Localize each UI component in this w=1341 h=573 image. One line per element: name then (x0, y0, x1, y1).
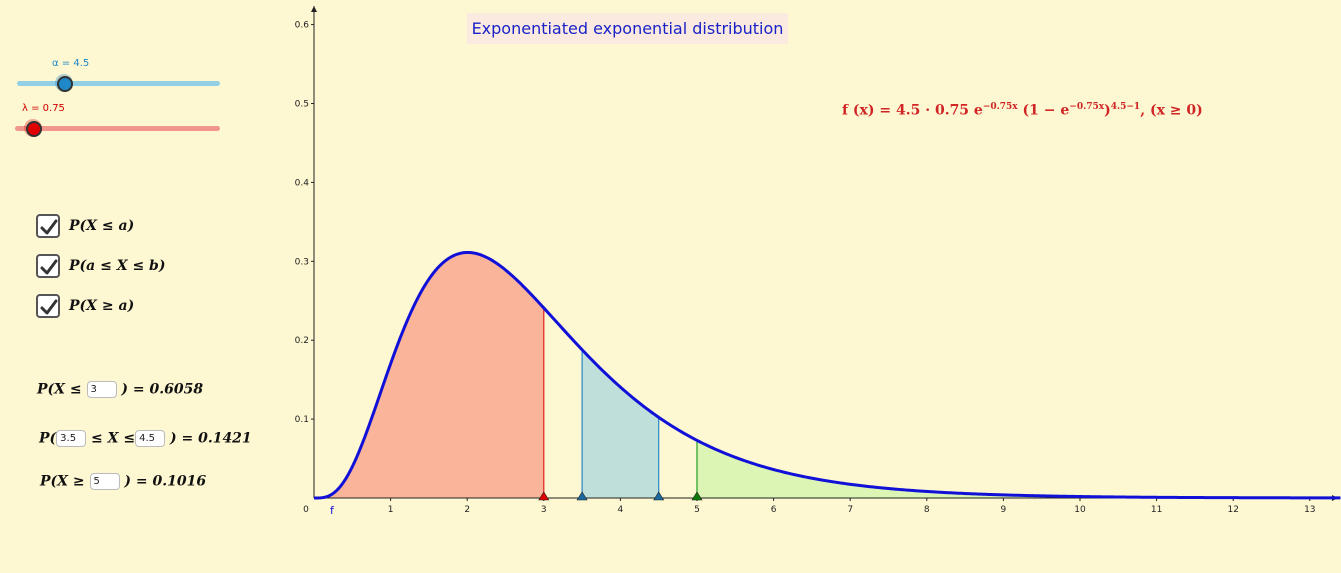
density-formula: f (x) = 4.5 · 0.75 e−0.75x (1 − e−0.75x)… (842, 102, 1203, 119)
formula-exp2: −0.75x (1069, 102, 1105, 112)
checkbox-between-label: P(a ≤ X ≤ b) (69, 258, 166, 274)
lambda-slider-handle[interactable] (26, 121, 42, 137)
x-tick-label: 9 (1001, 505, 1007, 515)
checkbox-right-label: P(X ≥ a) (69, 298, 135, 314)
prob-between-result: ) = 0.1421 (169, 430, 252, 447)
prob-between-input-b[interactable]: 4.5 (135, 430, 166, 447)
prob-right-prefix: P(X ≥ (40, 473, 85, 490)
y-axis-arrow-icon (311, 6, 317, 12)
checkbox-between[interactable] (36, 254, 60, 278)
formula-mid: (1 − e (1017, 102, 1070, 119)
title-box: Exponentiated exponential distribution (467, 13, 788, 44)
checkbox-right-tail[interactable] (36, 294, 60, 318)
x-tick-label: 11 (1151, 505, 1162, 515)
x-tick-label: 10 (1074, 505, 1086, 515)
x-tick-label: 5 (694, 505, 700, 515)
area-left-tail (314, 252, 544, 498)
y-tick-label: 0.6 (295, 21, 310, 31)
prob-right-result: ) = 0.1016 (124, 473, 207, 490)
x-tick-label: 8 (924, 505, 930, 515)
checkmark-icon (40, 259, 58, 275)
prob-right-row: P(X ≥ 5 ) = 0.1016 (40, 473, 206, 490)
formula-exp1: −0.75x (982, 102, 1018, 112)
point-a-between[interactable] (576, 491, 588, 501)
lambda-slider-track[interactable] (15, 126, 220, 131)
y-tick-label: 0.2 (295, 336, 309, 346)
x-tick-label: 4 (618, 505, 624, 515)
y-tick-label: 0.3 (295, 257, 309, 267)
prob-left-input[interactable]: 3 (86, 381, 117, 398)
checkmark-icon (40, 299, 58, 315)
formula-close: ) (1104, 102, 1111, 119)
formula-exp3: 4.5−1 (1110, 102, 1141, 112)
prob-left-result: ) = 0.6058 (121, 381, 204, 398)
prob-between-mid: ≤ X ≤ (91, 430, 136, 447)
x-tick-label: 12 (1227, 505, 1238, 515)
y-tick-label: 0.1 (295, 415, 309, 425)
density-curve[interactable] (313, 250, 1341, 500)
prob-right-input[interactable]: 5 (89, 473, 120, 490)
formula-lhs: f (x) = 4.5 · 0.75 e (842, 102, 983, 119)
point-b-between[interactable] (653, 491, 665, 501)
alpha-slider-label: α = 4.5 (52, 58, 90, 69)
x-tick-label: 2 (464, 505, 470, 515)
checkbox-left-label: P(X ≤ a) (69, 218, 135, 234)
alpha-slider-track[interactable] (17, 81, 220, 86)
formula-tail: , (x ≥ 0) (1140, 102, 1203, 119)
checkmark-icon (40, 219, 58, 235)
area-between (582, 349, 659, 498)
x-tick-label: 1 (388, 505, 394, 515)
prob-left-row: P(X ≤ 3 ) = 0.6058 (37, 381, 203, 398)
prob-between-row: P(3.5 ≤ X ≤4.5 ) = 0.1421 (39, 430, 252, 447)
point-a-right[interactable] (691, 491, 703, 501)
alpha-slider-handle[interactable] (57, 76, 73, 92)
x-tick-label: 7 (847, 505, 853, 515)
lambda-slider-label: λ = 0.75 (22, 103, 65, 114)
prob-between-prefix: P( (39, 430, 57, 447)
x-tick-label: 3 (541, 505, 547, 515)
y-tick-label: 0.5 (295, 100, 309, 110)
prob-between-input-a[interactable]: 3.5 (56, 430, 87, 447)
checkbox-left-tail[interactable] (36, 214, 60, 238)
y-tick-label: 0.4 (295, 178, 310, 188)
origin-label: 0 (303, 505, 309, 515)
page-title: Exponentiated exponential distribution (471, 19, 784, 38)
prob-left-prefix: P(X ≤ (37, 381, 82, 398)
function-label: f (330, 504, 335, 517)
x-tick-label: 6 (771, 505, 777, 515)
area-right-tail (697, 440, 1341, 498)
x-tick-label: 13 (1304, 505, 1315, 515)
point-a-left[interactable] (538, 491, 550, 501)
